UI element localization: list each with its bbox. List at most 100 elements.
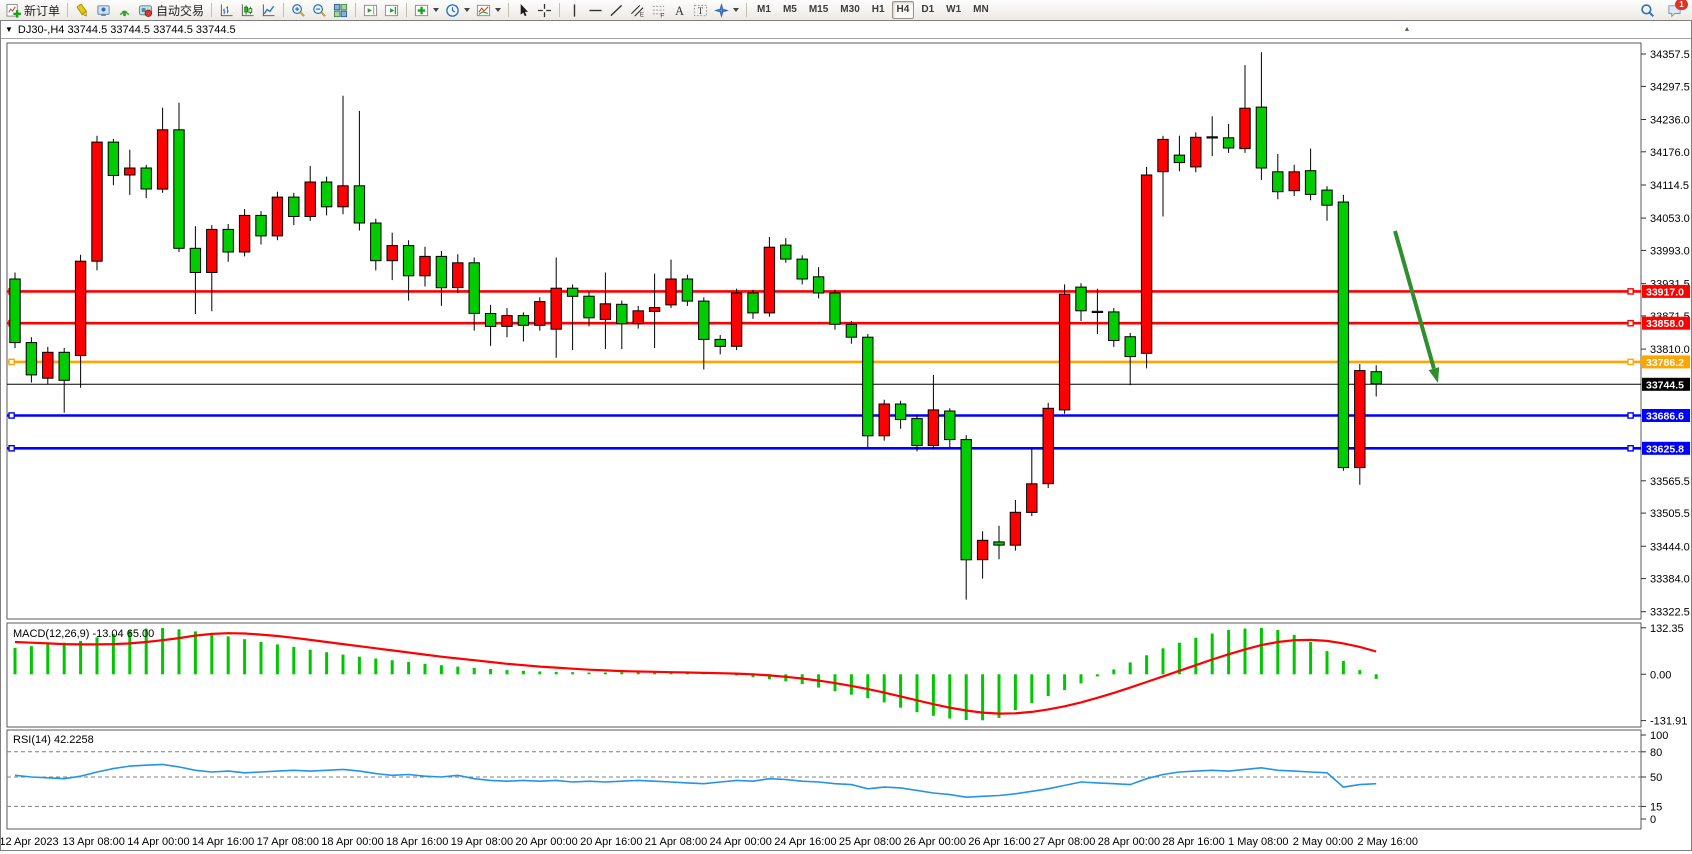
hline-33625.8[interactable]: 33625.8 [7, 441, 1690, 456]
expert-advisors-icon [96, 3, 111, 18]
price-tick: 34357.5 [1650, 49, 1690, 61]
chevron-down-icon[interactable] [464, 8, 471, 12]
text-label-button[interactable]: T [690, 0, 711, 20]
new-order-label: 新订单 [24, 3, 61, 18]
arrows-icon [714, 2, 729, 18]
tile-windows-button[interactable] [330, 0, 351, 20]
zoom-in-button[interactable] [288, 0, 309, 20]
time-tick: 2 May 16:00 [1357, 836, 1418, 848]
timeframe-m5-button[interactable]: M5 [782, 4, 797, 15]
rsi-indicator: RSI(14) 42.2258 100 80 50 150 [7, 730, 1668, 826]
fibonacci-icon: F [651, 3, 666, 18]
horizontal-line-icon [588, 3, 603, 18]
rsi-axis-tick: 50 [1650, 772, 1662, 784]
cursor-button[interactable] [513, 0, 534, 20]
hline-33686.6[interactable]: 33686.6 [7, 409, 1690, 423]
chevron-down-icon[interactable] [495, 8, 502, 12]
crosshair-button[interactable] [534, 0, 555, 20]
chevron-down-icon[interactable] [433, 8, 440, 12]
price-tag: 33858.0 [1646, 318, 1684, 330]
time-tick: 18 Apr 16:00 [386, 836, 448, 848]
main-toolbar: 新订单 自动交易 E F A T M1 M5 M15 M30 H1 H4 D1 W1 MN 1 [0, 0, 1692, 21]
price-tick: 34297.5 [1650, 81, 1690, 93]
timeframe-d1-button[interactable]: D1 [921, 4, 935, 15]
time-tick: 24 Apr 00:00 [710, 836, 772, 848]
timeframe-m15-button[interactable]: M15 [808, 4, 829, 15]
time-tick: 28 Apr 16:00 [1162, 836, 1224, 848]
vertical-line-button[interactable] [564, 0, 585, 20]
toolbar-separator [355, 3, 357, 17]
time-tick: 20 Apr 16:00 [580, 836, 642, 848]
new-order-button[interactable]: 新订单 [3, 0, 63, 20]
time-tick: 18 Apr 00:00 [321, 836, 383, 848]
macd-indicator: MACD(12,26,9) -13.04 65.00 132.35 0.00 -131… [13, 623, 1687, 728]
expert-advisors-button[interactable] [93, 0, 114, 20]
price-tick: 34236.0 [1650, 115, 1690, 127]
rsi-line [14, 763, 1377, 799]
autotrade-icon [138, 3, 153, 18]
hline-33858.0[interactable]: 33858.0 [7, 316, 1690, 331]
price-tick: 34053.0 [1650, 213, 1690, 225]
price-tag: 33686.6 [1646, 411, 1684, 423]
hline-33786.2[interactable]: 33786.2 [7, 355, 1690, 369]
styles-button[interactable] [72, 0, 93, 20]
trendline-icon [609, 3, 624, 18]
cursor-icon [516, 3, 531, 18]
price-tick: 34114.5 [1650, 180, 1689, 192]
arrows-button[interactable] [711, 0, 742, 20]
price-tick: 33993.0 [1650, 245, 1690, 257]
time-tick: 12 Apr 2023 [1, 836, 59, 848]
current-price-tag: 33744.5 [1646, 379, 1684, 391]
fibonacci-button[interactable]: F [648, 0, 669, 20]
time-tick: 20 Apr 00:00 [515, 836, 577, 848]
chart-canvas[interactable]: 34357.5 34297.5 34236.0 34176.0 34114.5 34053… [0, 39, 1691, 849]
auto-scroll-button[interactable] [381, 0, 402, 20]
time-tick: 17 Apr 08:00 [257, 836, 319, 848]
horizontal-line-button[interactable] [585, 0, 606, 20]
community-button[interactable]: 1 [1664, 0, 1688, 20]
time-tick: 24 Apr 16:00 [774, 836, 836, 848]
text-button[interactable]: A [669, 0, 690, 20]
timeframe-mn-button[interactable]: MN [973, 4, 989, 15]
search-icon [1640, 3, 1655, 18]
collapse-icon[interactable]: ▼ [5, 25, 13, 34]
candle-chart-button[interactable] [237, 0, 258, 20]
rsi-axis-tick: 80 [1650, 747, 1662, 759]
indicators-button[interactable] [411, 0, 442, 20]
macd-axis-tick: 0.00 [1650, 669, 1671, 681]
templates-icon [476, 3, 491, 18]
timeframe-h1-button[interactable]: H1 [871, 4, 885, 15]
toolbar-separator [211, 3, 213, 17]
toolbar-separator [746, 3, 748, 17]
annotation-arrow[interactable] [1393, 230, 1440, 383]
line-chart-button[interactable] [258, 0, 279, 20]
trendline-button[interactable] [606, 0, 627, 20]
macd-axis-tick: 132.35 [1650, 623, 1684, 635]
templates-button[interactable] [473, 0, 504, 20]
chart-shift-button[interactable] [360, 0, 381, 20]
timeframe-m1-button[interactable]: M1 [757, 4, 771, 15]
chart-shift-icon [363, 3, 378, 18]
toolbar-separator [559, 3, 561, 17]
timeframe-m30-button[interactable]: M30 [840, 4, 860, 15]
rsi-axis-tick: 100 [1650, 730, 1668, 742]
bar-chart-button[interactable] [216, 0, 237, 20]
autotrade-button[interactable]: 自动交易 [135, 0, 207, 20]
periods-button[interactable] [442, 0, 473, 20]
channel-button[interactable]: E [627, 0, 648, 20]
chevron-down-icon[interactable] [733, 8, 740, 12]
search-button[interactable] [1637, 0, 1658, 20]
signals-button[interactable] [114, 0, 135, 20]
channel-icon: E [630, 3, 645, 18]
time-tick: 28 Apr 00:00 [1098, 836, 1160, 848]
zoom-out-button[interactable] [309, 0, 330, 20]
price-tick: 33444.0 [1650, 541, 1690, 553]
vertical-line-icon [567, 3, 582, 18]
chart-title: DJ30-,H4 33744.5 33744.5 33744.5 33744.5 [17, 23, 236, 36]
timeframe-h4-button[interactable]: H4 [891, 1, 915, 19]
svg-text:T: T [698, 5, 704, 15]
candles [9, 52, 1382, 600]
svg-text:F: F [660, 12, 664, 17]
time-axis[interactable]: 12 Apr 2023 13 Apr 08:00 14 Apr 00:00 14 Ap… [0, 836, 1418, 848]
timeframe-w1-button[interactable]: W1 [946, 4, 962, 15]
